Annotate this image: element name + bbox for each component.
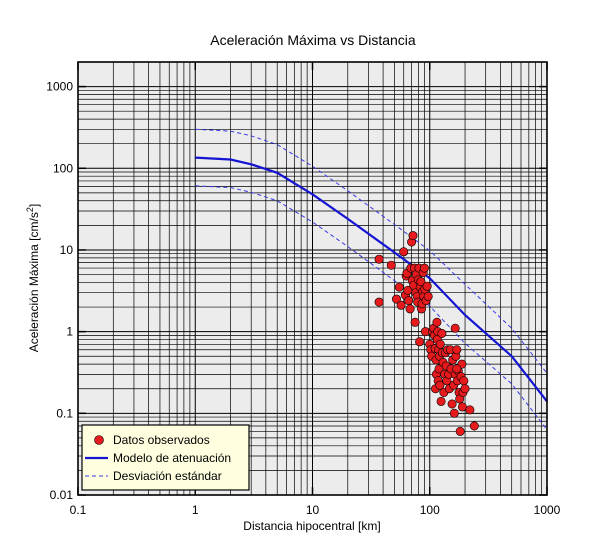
grid — [77, 61, 547, 496]
y-axis-label: Aceleración Máxima [cm/s2] — [25, 204, 41, 352]
data-point — [452, 345, 462, 355]
data-point — [410, 317, 420, 327]
legend: Datos observados Modelo de atenuación De… — [81, 424, 250, 491]
data-point — [435, 380, 445, 390]
data-point — [416, 277, 426, 287]
x-tick-label: 1 — [192, 503, 199, 517]
y-tick-label: 1 — [66, 325, 73, 339]
legend-label-points: Datos observados — [113, 433, 210, 447]
data-point — [399, 247, 409, 257]
data-point — [460, 384, 470, 394]
data-point — [449, 408, 459, 418]
deviation-line — [195, 128, 548, 374]
data-point — [396, 300, 406, 310]
x-axis-label: Distancia hipocentral [km] — [243, 519, 380, 533]
data-point — [450, 323, 460, 333]
y-axis-label-end: ] — [27, 204, 41, 207]
data-point — [394, 282, 404, 292]
data-point — [423, 291, 433, 301]
series-layer — [195, 128, 548, 436]
data-point — [386, 260, 396, 270]
data-point — [405, 304, 415, 314]
legend-points-marker — [94, 435, 104, 445]
y-tick-label: 10 — [60, 243, 74, 257]
y-tick-label: 0.01 — [50, 488, 74, 502]
data-point — [374, 297, 384, 307]
data-point — [459, 376, 469, 386]
x-tick-label: 100 — [420, 503, 440, 517]
data-point — [452, 364, 462, 374]
data-point — [374, 254, 384, 264]
legend-box — [81, 424, 250, 491]
data-point — [432, 317, 442, 327]
data-point — [419, 263, 429, 273]
data-point — [465, 405, 475, 415]
data-point — [435, 339, 445, 349]
model-line — [195, 156, 548, 403]
data-point — [408, 231, 418, 241]
y-axis-label-sup: 2 — [25, 207, 35, 212]
x-tick-label: 0.1 — [70, 503, 87, 517]
y-tick-label: 0.1 — [56, 406, 73, 420]
data-point — [437, 328, 447, 338]
deviation-line — [195, 185, 548, 431]
data-point — [391, 294, 401, 304]
legend-label-model: Modelo de atenuación — [113, 451, 231, 465]
data-point — [447, 399, 457, 409]
legend-label-deviation: Desviación estándar — [113, 469, 222, 483]
x-tick-label: 10 — [306, 503, 320, 517]
data-point — [455, 426, 465, 436]
data-point — [436, 396, 446, 406]
data-point — [457, 402, 467, 412]
y-tick-label: 100 — [53, 161, 73, 175]
x-tick-label: 1000 — [534, 503, 561, 517]
data-point — [469, 421, 479, 431]
data-point — [422, 281, 432, 291]
chart-title: Aceleración Máxima vs Distancia — [210, 32, 416, 48]
data-point — [404, 296, 414, 306]
y-axis-label-main: Aceleración Máxima [cm/s — [27, 212, 41, 352]
data-point — [415, 337, 425, 347]
y-tick-label: 1000 — [46, 80, 73, 94]
